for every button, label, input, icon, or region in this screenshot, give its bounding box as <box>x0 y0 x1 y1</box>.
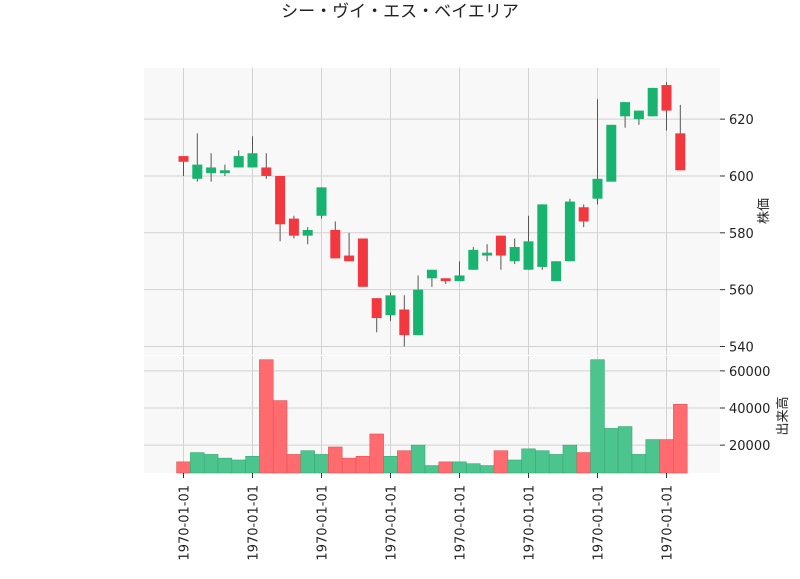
volume-bar-up <box>231 459 246 474</box>
candle-body-up <box>454 275 465 282</box>
candle-body-down <box>399 309 410 336</box>
volume-bar-up <box>466 463 481 474</box>
candle-body-up <box>537 204 548 267</box>
volume-bar-down <box>272 400 288 474</box>
volume-bar-up <box>314 454 329 474</box>
x-tick-label: 1970-01-01 <box>592 485 607 561</box>
chart-title: シー・ヴイ・エス・ベイエリア <box>281 2 519 22</box>
candle-body-down <box>440 278 451 282</box>
candle-body-up <box>647 87 658 117</box>
candlesticks <box>178 82 686 347</box>
candle-body-up <box>219 170 230 174</box>
candle-body-up <box>247 153 258 168</box>
x-tick-label: 1970-01-01 <box>178 485 193 561</box>
volume-tick-label: 60000 <box>729 365 770 380</box>
candle-body-up <box>206 167 217 174</box>
candle-body-up <box>233 156 244 168</box>
candle-body-up <box>426 269 437 279</box>
price-panel-background <box>144 68 720 355</box>
volume-bar-down <box>369 433 384 474</box>
volume-bar-up <box>645 439 660 474</box>
volume-bar-up <box>521 448 536 474</box>
candle-body-down <box>357 238 368 287</box>
volume-bar-up <box>631 454 647 474</box>
volume-bar-up <box>424 465 440 474</box>
candle-body-up <box>592 178 603 199</box>
x-tick-label: 1970-01-01 <box>316 485 331 561</box>
volume-bar-up <box>535 450 550 474</box>
candle-body-down <box>288 218 299 236</box>
volume-bar-down <box>397 450 412 474</box>
candle-body-down <box>275 175 286 225</box>
volume-axis-label: 出来高 <box>775 396 791 435</box>
candle-body-up <box>564 201 575 262</box>
volume-bars <box>176 359 688 474</box>
candle-body-down <box>261 167 272 176</box>
candle-body-up <box>413 289 424 336</box>
candle-body-up <box>482 252 493 256</box>
volume-bar-down <box>355 455 371 474</box>
volume-bar-up <box>300 450 315 474</box>
candle-body-down <box>344 255 355 262</box>
x-tick-label: 1970-01-01 <box>247 485 262 561</box>
axis-ticks: 540 560 580 600 620 20000 40000 60000 1970-01-01… <box>178 113 771 560</box>
price-tick-label: 620 <box>729 113 754 128</box>
price-tick-label: 600 <box>729 170 754 185</box>
candle-body-down <box>661 85 672 111</box>
candle-body-up <box>523 241 534 270</box>
x-tick-label: 1970-01-01 <box>385 485 400 561</box>
volume-tick-label: 20000 <box>729 439 770 454</box>
volume-bar-up <box>548 454 564 474</box>
volume-bar-down <box>259 359 274 474</box>
volume-bar-up <box>562 444 578 474</box>
candle-body-down <box>371 298 382 319</box>
candle-body-down <box>330 229 341 259</box>
volume-bar-down <box>493 450 509 474</box>
volume-bar-up <box>203 454 219 474</box>
volume-bar-up <box>590 359 605 474</box>
candle-body-up <box>468 249 479 270</box>
volume-tick-label: 40000 <box>729 402 770 417</box>
volume-bar-up <box>383 455 398 474</box>
candle-body-up <box>620 102 631 117</box>
candle-body-up <box>302 229 313 236</box>
candle-body-down <box>495 235 506 256</box>
candle-body-down <box>178 156 189 162</box>
candle-body-up <box>606 124 617 182</box>
volume-bar-up <box>452 461 467 474</box>
volume-bar-down <box>576 452 591 474</box>
candle-body-up <box>633 110 644 120</box>
candle-body-down <box>578 207 589 222</box>
candle-body-up <box>192 164 203 179</box>
volume-bar-up <box>617 426 633 474</box>
candle-body-up <box>551 261 562 282</box>
price-tick-label: 560 <box>729 284 754 299</box>
volume-bar-up <box>507 459 522 474</box>
x-tick-label: 1970-01-01 <box>523 485 538 561</box>
x-tick-label: 1970-01-01 <box>454 485 469 561</box>
volume-bar-up <box>190 452 205 474</box>
volume-bar-down <box>659 439 674 474</box>
candle-body-down <box>675 133 686 171</box>
price-tick-label: 580 <box>729 227 754 242</box>
volume-bar-down <box>286 454 302 474</box>
volume-bar-up <box>604 428 619 474</box>
candle-body-up <box>509 247 520 262</box>
volume-bar-up <box>245 455 260 474</box>
price-axis-label: 株価 <box>757 198 772 224</box>
volume-bar-up <box>479 465 495 474</box>
volume-bar-down <box>328 446 343 474</box>
volume-bar-up <box>410 444 426 474</box>
volume-bar-down <box>341 457 357 474</box>
candle-body-up <box>316 187 327 216</box>
x-tick-label: 1970-01-01 <box>661 485 676 561</box>
volume-bar-down <box>176 461 191 474</box>
volume-bar-up <box>217 457 233 474</box>
candle-body-up <box>385 295 396 316</box>
price-tick-label: 540 <box>729 340 754 355</box>
volume-bar-down <box>438 461 453 474</box>
volume-bar-down <box>673 403 688 474</box>
